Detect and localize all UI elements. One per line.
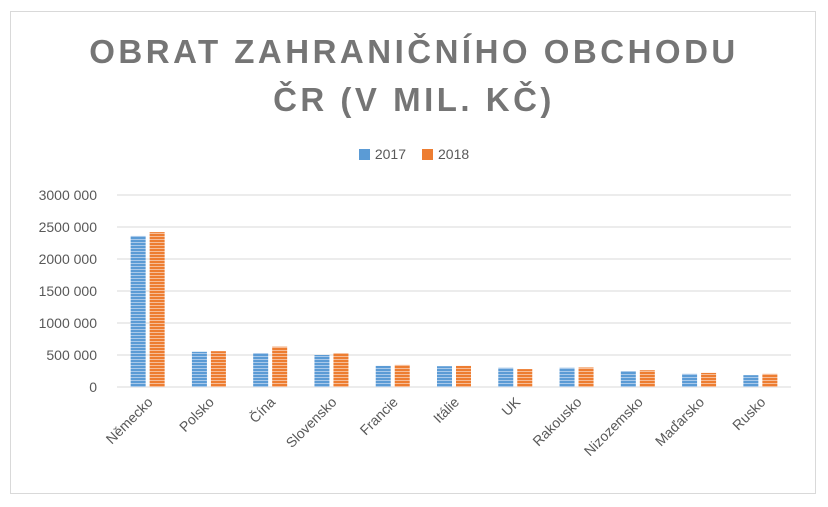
chart-title: OBRAT ZAHRANIČNÍHO OBCHODU ČR (V MIL. KČ…	[0, 28, 828, 124]
legend: 2017 2018	[0, 146, 828, 162]
bar-2018	[149, 232, 165, 387]
bar-2018	[578, 367, 594, 387]
y-tick-label: 0	[89, 379, 97, 395]
bar-2018	[333, 353, 349, 387]
bar-2018	[272, 346, 288, 387]
bar-2018	[456, 365, 471, 387]
bar-2018	[394, 364, 410, 387]
bar-2017	[743, 375, 759, 387]
bar-2017	[314, 355, 330, 387]
bar-2017	[498, 367, 514, 387]
y-tick-label: 1000 000	[39, 315, 98, 331]
chart-title-line-2: ČR (V MIL. KČ)	[273, 81, 555, 118]
legend-swatch-2018	[422, 148, 433, 160]
legend-label-2018: 2018	[438, 146, 470, 162]
x-tick-label: Maďarsko	[652, 394, 708, 450]
bar-2017	[130, 235, 146, 387]
x-tick-label: Polsko	[176, 394, 217, 435]
bar-2018	[701, 372, 717, 387]
y-tick-label: 2500 000	[39, 219, 98, 235]
bar-2017	[253, 353, 269, 387]
x-tick-label: Itálie	[430, 394, 462, 426]
x-tick-label: Nizozemsko	[581, 394, 646, 459]
bar-2017	[682, 373, 698, 387]
bar-2018	[517, 369, 533, 387]
x-tick-label: Rusko	[729, 394, 769, 434]
y-tick-label: 2000 000	[39, 251, 98, 267]
bar-2017	[191, 351, 207, 387]
bar-2017	[559, 367, 575, 387]
x-tick-label: Slovensko	[283, 394, 340, 451]
x-tick-label: Německo	[103, 394, 156, 447]
y-tick-label: 3000 000	[39, 187, 98, 203]
legend-item-2017: 2017	[358, 146, 406, 162]
legend-swatch-2017	[358, 148, 370, 160]
bar-2018	[762, 373, 778, 387]
x-tick-label: UK	[498, 393, 524, 419]
chart-title-line-1: OBRAT ZAHRANIČNÍHO OBCHODU	[89, 33, 739, 70]
legend-item-2018: 2018	[422, 146, 469, 162]
legend-label-2017: 2017	[374, 146, 406, 162]
bar-2018	[210, 351, 226, 387]
x-tick-label: Rakousko	[529, 394, 584, 449]
x-tick-label: Čína	[246, 394, 278, 426]
bar-2017	[375, 365, 391, 387]
x-tick-label: Francie	[357, 394, 401, 438]
bar-2017	[620, 371, 636, 387]
bar-2018	[639, 370, 655, 387]
y-tick-label: 500 000	[46, 347, 97, 363]
bar-2017	[437, 366, 452, 387]
y-tick-label: 1500 000	[39, 283, 98, 299]
